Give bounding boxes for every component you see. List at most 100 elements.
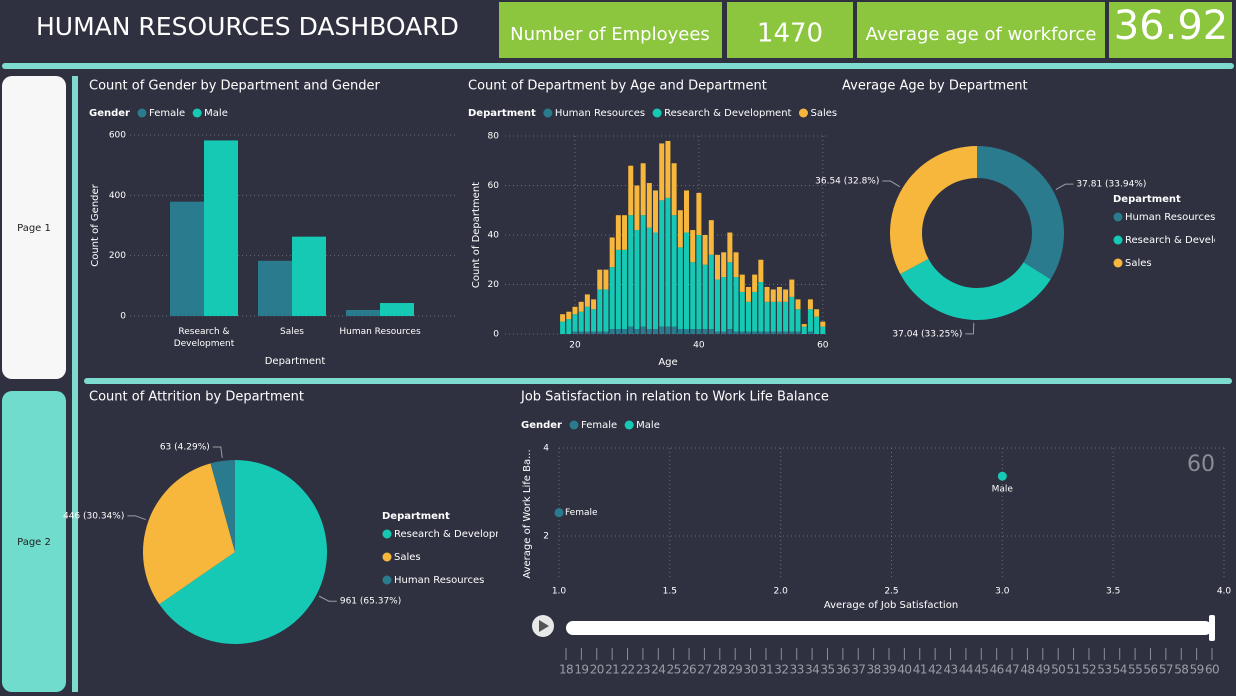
slice [977, 146, 1064, 280]
bar-segment [752, 331, 758, 334]
nav-button[interactable] [2, 391, 66, 692]
bar-segment [597, 289, 603, 332]
bar-segment [677, 247, 683, 330]
bar-segment [566, 311, 572, 320]
bar-segment [789, 279, 795, 297]
bar-segment [659, 143, 665, 201]
kpi-box [857, 2, 1105, 58]
chart-title: Count of Gender by Department and Gender [89, 79, 380, 94]
y-tick-label: 400 [109, 191, 126, 201]
bar-segment [640, 215, 646, 327]
legend-marker [569, 420, 579, 430]
play-tick-label: 32 [774, 663, 788, 677]
bar-segment [609, 329, 615, 334]
bar-segment [758, 259, 764, 283]
legend-label: Female [149, 108, 185, 119]
bar-segment [801, 324, 807, 327]
bar-segment [770, 331, 776, 334]
play-tick-label: 26 [682, 663, 696, 677]
bar-segment [677, 210, 683, 248]
bar-segment [622, 249, 628, 330]
point-label: Female [565, 508, 598, 518]
bar-segment [578, 301, 584, 312]
legend-label: Research & Development [664, 108, 791, 119]
legend-marker [382, 529, 392, 539]
bar-segment [721, 331, 727, 334]
kpi-label: Number of Employees [510, 24, 710, 45]
play-tick-label: 49 [1036, 663, 1050, 677]
play-tick-label: 53 [1097, 663, 1111, 677]
play-tick-label: 33 [790, 663, 804, 677]
bar-segment [622, 329, 628, 334]
bar-segment [560, 321, 566, 334]
play-tick-label: 38 [867, 663, 881, 677]
play-tick-label: 60 [1205, 663, 1219, 677]
play-tick-label: 18 [559, 663, 573, 677]
slice [889, 146, 977, 274]
legend-label: Male [204, 108, 228, 119]
bar-segment [752, 291, 758, 332]
x-tick-label: 1.5 [663, 587, 677, 597]
bar-segment [615, 249, 621, 330]
bar-segment [659, 200, 665, 327]
play-tick-label: 56 [1143, 663, 1157, 677]
slice [159, 460, 328, 645]
bar-segment [690, 230, 696, 263]
leader-line [318, 595, 337, 602]
play-icon [539, 620, 549, 632]
bar-segment [795, 299, 801, 310]
data-label: 446 (30.34%) [63, 511, 124, 521]
play-tick-label: 57 [1159, 663, 1173, 677]
play-tick-label: 54 [1113, 663, 1127, 677]
play-tick-label: 58 [1174, 663, 1188, 677]
bar-segment [671, 163, 677, 216]
bar-segment [733, 277, 739, 332]
kpi-value: 36.92 [1114, 3, 1229, 49]
play-tick-label: 55 [1128, 663, 1142, 677]
x-tick-label: 1.0 [552, 587, 567, 597]
separator [84, 378, 1232, 384]
bar-segment [671, 215, 677, 327]
bar-segment [603, 269, 609, 290]
y-axis-title: Average of Work Life Ba... [522, 449, 533, 578]
legend-title: Department [468, 108, 536, 119]
legend-label: Research & Development [1125, 235, 1236, 246]
nav-button[interactable] [2, 76, 66, 379]
play-tick-label: 41 [913, 663, 927, 677]
legend-marker [1113, 212, 1123, 222]
bar-segment [789, 296, 795, 332]
x-tick-label: Human Resources [339, 327, 420, 337]
play-axis-current: 60 [1187, 452, 1215, 477]
bar-segment [584, 294, 590, 307]
play-tick-label: 48 [1020, 663, 1034, 677]
bar-segment [640, 326, 646, 334]
bar-segment [665, 326, 671, 334]
nav-label[interactable]: Page 2 [17, 537, 51, 548]
legend-marker [652, 108, 662, 118]
point-label: Male [992, 485, 1014, 495]
play-tick-label: 23 [636, 663, 650, 677]
bar-segment [727, 262, 733, 330]
legend-label: Human Resources [394, 575, 484, 586]
y-tick-label: 2 [543, 532, 549, 542]
separator [2, 63, 1234, 69]
bar-segment [615, 215, 621, 250]
legend-label: Research & Development [394, 529, 521, 540]
bar-segment [795, 309, 801, 332]
bar [380, 303, 414, 316]
x-tick-label: 60 [817, 341, 829, 351]
bar-segment [727, 329, 733, 334]
play-tick-label: 47 [1005, 663, 1019, 677]
play-slider-handle[interactable] [1209, 615, 1215, 641]
data-label: 36.54 (32.8%) [815, 177, 879, 187]
bar-segment [807, 299, 813, 310]
nav-label[interactable]: Page 1 [17, 223, 51, 234]
bar-segment [690, 329, 696, 334]
bar [204, 140, 238, 316]
bar-segment [634, 230, 640, 330]
dashboard-title: HUMAN RESOURCES DASHBOARD [36, 12, 459, 41]
play-tick-label: 28 [713, 663, 727, 677]
legend-marker [382, 552, 392, 562]
legend-marker [1113, 235, 1123, 245]
